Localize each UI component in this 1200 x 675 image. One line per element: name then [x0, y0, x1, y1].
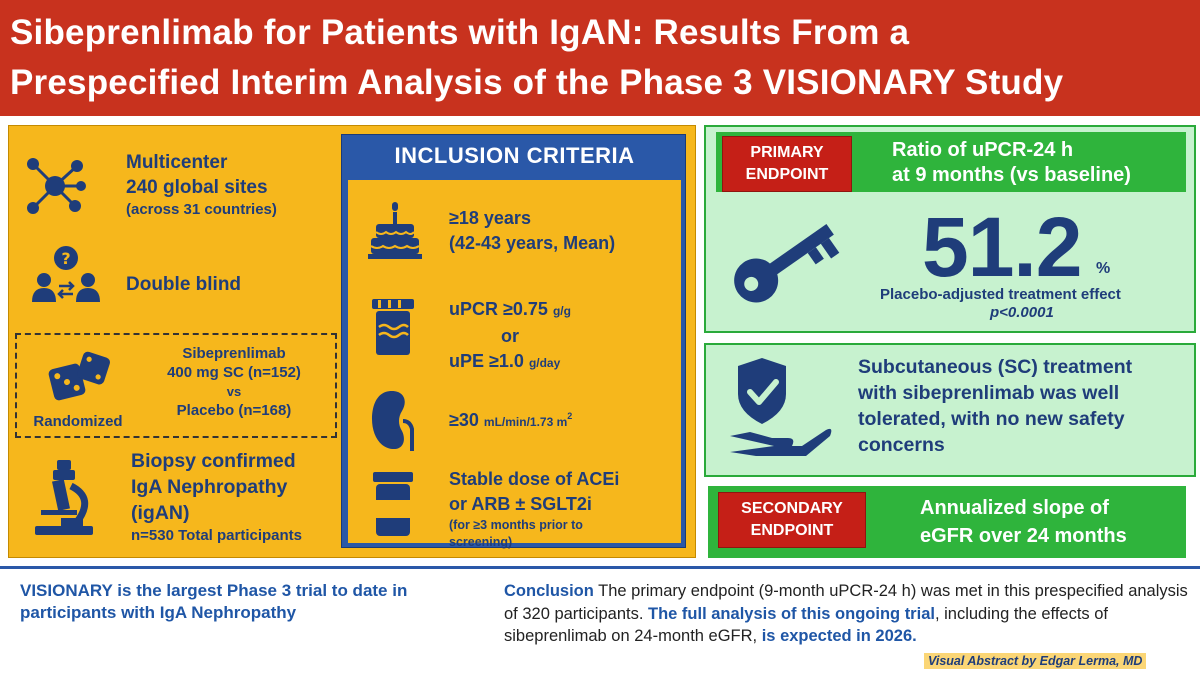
svg-text:?: ?	[61, 249, 70, 268]
randomized-label: Randomized	[33, 413, 123, 430]
upcr-criterion: uPCR ≥0.75 g/g or uPE ≥1.0 g/day	[449, 299, 571, 371]
title-banner: Sibeprenlimab for Patients with IgAN: Re…	[0, 0, 1200, 116]
randomized-box	[15, 333, 337, 438]
dice-icon	[47, 348, 111, 406]
randomized-arms: Sibeprenlimab 400 mg SC (n=152) vs Place…	[167, 345, 301, 419]
p-value: p<0.0001	[990, 304, 1054, 321]
pill-bottle-icon	[370, 470, 416, 538]
primary-effect-caption: Placebo-adjusted treatment effect	[880, 286, 1121, 303]
bottom-divider	[0, 566, 1200, 569]
microscope-icon	[31, 456, 101, 538]
secondary-endpoint-label: SECONDARY ENDPOINT	[718, 492, 866, 548]
conclusion-text: Conclusion The primary endpoint (9-month…	[504, 582, 1188, 645]
title-line-1: Sibeprenlimab for Patients with IgAN: Re…	[10, 13, 910, 52]
inclusion-list: ≥18 years (42-43 years, Mean) uPCR ≥0.75…	[348, 180, 681, 549]
visionary-statement: VISIONARY is the largest Phase 3 trial t…	[20, 581, 408, 622]
attribution: Visual Abstract by Edgar Lerma, MD	[924, 653, 1147, 669]
double-blind-label: Double blind	[126, 274, 242, 295]
key-icon	[724, 213, 844, 309]
primary-effect-value: 51.2	[922, 200, 1082, 294]
safety-text: Subcutaneous (SC) treatment with sibepre…	[858, 356, 1133, 456]
medication-criterion: Stable dose of ACEi or ARB ± SGLT2i (for…	[449, 469, 620, 549]
kidney-icon	[370, 387, 416, 453]
egfr-criterion: ≥30 mL/min/1.73 m2	[449, 410, 573, 430]
primary-effect-unit: %	[1096, 260, 1111, 277]
network-icon	[23, 154, 87, 218]
age-criterion: ≥18 years (42-43 years, Mean)	[449, 208, 616, 253]
people-exchange-icon: ?	[31, 244, 101, 306]
multicenter-text: Multicenter 240 global sites (across 31 …	[126, 152, 277, 218]
birthday-cake-icon	[368, 202, 422, 260]
inclusion-title: INCLUSION CRITERIA	[394, 143, 635, 168]
inclusion-criteria-panel: INCLUSION CRITERIA ≥18 years (42-43 year…	[341, 134, 686, 549]
primary-endpoint-label: PRIMARY ENDPOINT	[722, 136, 852, 192]
specimen-cup-icon	[370, 297, 416, 357]
title-line-2: Prespecified Interim Analysis of the Pha…	[10, 63, 1064, 102]
biopsy-text: Biopsy confirmed IgA Nephropathy (igAN) …	[131, 450, 303, 544]
shield-check-hand-icon	[726, 352, 836, 462]
